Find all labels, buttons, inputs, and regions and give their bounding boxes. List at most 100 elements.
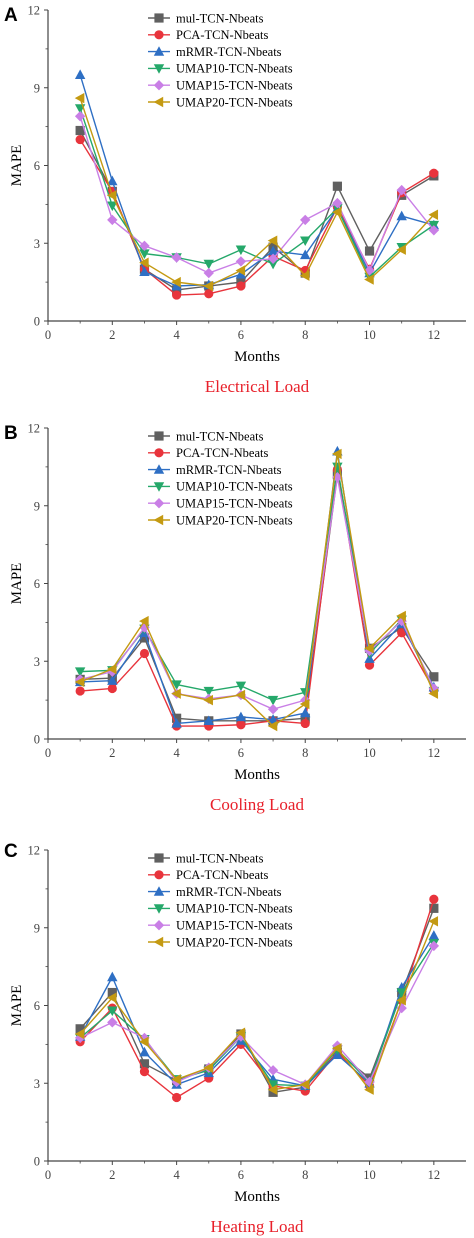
x-tick-label: 12 — [428, 1168, 441, 1182]
data-point — [396, 210, 407, 221]
series-umap20-tcn-nbeats — [74, 92, 439, 292]
series-line — [79, 139, 435, 296]
data-point — [171, 276, 181, 288]
y-tick-label: 9 — [34, 499, 40, 513]
data-point — [332, 197, 343, 209]
data-point — [139, 1066, 150, 1077]
y-tick-label: 0 — [34, 1155, 40, 1169]
x-tick-label: 6 — [238, 746, 244, 760]
data-point — [235, 681, 247, 692]
data-point — [397, 628, 407, 638]
x-tick-label: 4 — [173, 746, 180, 760]
x-axis-title: Months — [234, 349, 280, 365]
data-point — [331, 1043, 342, 1054]
data-point — [332, 181, 342, 191]
data-point — [396, 610, 406, 622]
legend-marker — [153, 80, 165, 91]
data-point — [428, 930, 440, 940]
data-point — [267, 714, 279, 724]
y-tick-label: 6 — [34, 999, 40, 1013]
legend-label: mRMR-TCN-Nbeats — [176, 463, 282, 477]
data-point — [300, 718, 310, 729]
series-mul-tcn-nbeats — [75, 125, 439, 295]
data-point — [364, 246, 375, 256]
legend-entry: mRMR-TCN-Nbeats — [148, 45, 282, 59]
legend-entry: mul-TCN-Nbeats — [148, 851, 264, 865]
legend-marker — [154, 13, 164, 23]
panel-label: C — [4, 841, 18, 862]
legend-label: UMAP10-TCN-Nbeats — [176, 480, 293, 494]
legend-background — [144, 428, 306, 532]
data-point — [364, 1084, 374, 1095]
legend: mul-TCN-Nbeats PCA-TCN-Nbeats mRMR-TCN-Nbe… — [144, 850, 306, 954]
data-point — [171, 280, 182, 291]
series-umap10-tcn-nbeats — [74, 939, 440, 1092]
data-point — [429, 903, 439, 913]
legend-marker — [153, 64, 165, 74]
y-tick-label: 9 — [34, 81, 40, 95]
data-point — [74, 92, 85, 104]
data-point — [107, 1006, 118, 1017]
legend-label: mul-TCN-Nbeats — [176, 11, 264, 25]
chart-caption: Cooling Load — [210, 795, 304, 814]
data-point — [235, 268, 247, 279]
data-point — [204, 289, 214, 299]
data-point — [107, 683, 117, 694]
data-point — [299, 270, 310, 281]
legend-entry: UMAP10-TCN-Nbeats — [148, 480, 293, 494]
legend-marker — [153, 46, 165, 56]
legend-entry: mul-TCN-Nbeats — [148, 429, 264, 443]
data-point — [171, 718, 182, 728]
legend-background — [144, 850, 306, 954]
legend-entry: UMAP20-TCN-Nbeats — [148, 935, 293, 949]
series-line — [79, 97, 435, 287]
series-line — [79, 921, 435, 1091]
legend: mul-TCN-Nbeats PCA-TCN-Nbeats mRMR-TCN-Nbe… — [144, 10, 306, 114]
data-point — [203, 280, 213, 292]
data-point — [139, 266, 150, 276]
legend-label: UMAP10-TCN-Nbeats — [176, 62, 293, 76]
data-point — [299, 1079, 310, 1090]
data-point — [75, 125, 85, 136]
legend-marker — [153, 904, 165, 914]
legend-label: mRMR-TCN-Nbeats — [176, 45, 282, 59]
data-point — [236, 281, 246, 291]
legend-label: UMAP15-TCN-Nbeats — [176, 79, 293, 93]
legend-marker — [153, 920, 165, 931]
data-point — [429, 672, 439, 682]
x-tick-label: 10 — [363, 328, 376, 342]
legend-marker — [154, 853, 164, 863]
legend-entry: UMAP15-TCN-Nbeats — [148, 919, 293, 933]
series-umap15-tcn-nbeats — [74, 940, 440, 1090]
series-line — [79, 476, 435, 710]
x-tick-label: 2 — [109, 328, 115, 342]
x-tick-label: 0 — [45, 1168, 51, 1182]
data-point — [203, 715, 214, 726]
legend-marker — [153, 96, 164, 108]
x-tick-label: 12 — [428, 746, 441, 760]
legend-marker — [154, 431, 164, 441]
data-point — [74, 676, 85, 688]
data-point — [106, 663, 117, 675]
legend-label: UMAP20-TCN-Nbeats — [176, 95, 293, 109]
data-point — [428, 688, 439, 699]
legend-label: UMAP10-TCN-Nbeats — [176, 902, 293, 916]
legend-marker — [154, 30, 164, 40]
data-point — [139, 1059, 150, 1069]
data-point — [203, 1062, 213, 1073]
data-point — [267, 695, 279, 706]
x-tick-label: 10 — [363, 1168, 376, 1182]
data-point — [428, 225, 440, 236]
data-point — [74, 111, 86, 122]
data-point — [267, 720, 278, 732]
legend-label: UMAP15-TCN-Nbeats — [176, 497, 293, 511]
y-tick-label: 12 — [28, 844, 41, 858]
data-point — [299, 698, 310, 710]
legend-label: mul-TCN-Nbeats — [176, 851, 264, 865]
y-tick-label: 3 — [34, 655, 40, 669]
y-tick-label: 6 — [34, 159, 40, 173]
legend-marker — [154, 448, 164, 458]
data-point — [171, 680, 182, 690]
legend-entry: UMAP10-TCN-Nbeats — [148, 62, 293, 76]
